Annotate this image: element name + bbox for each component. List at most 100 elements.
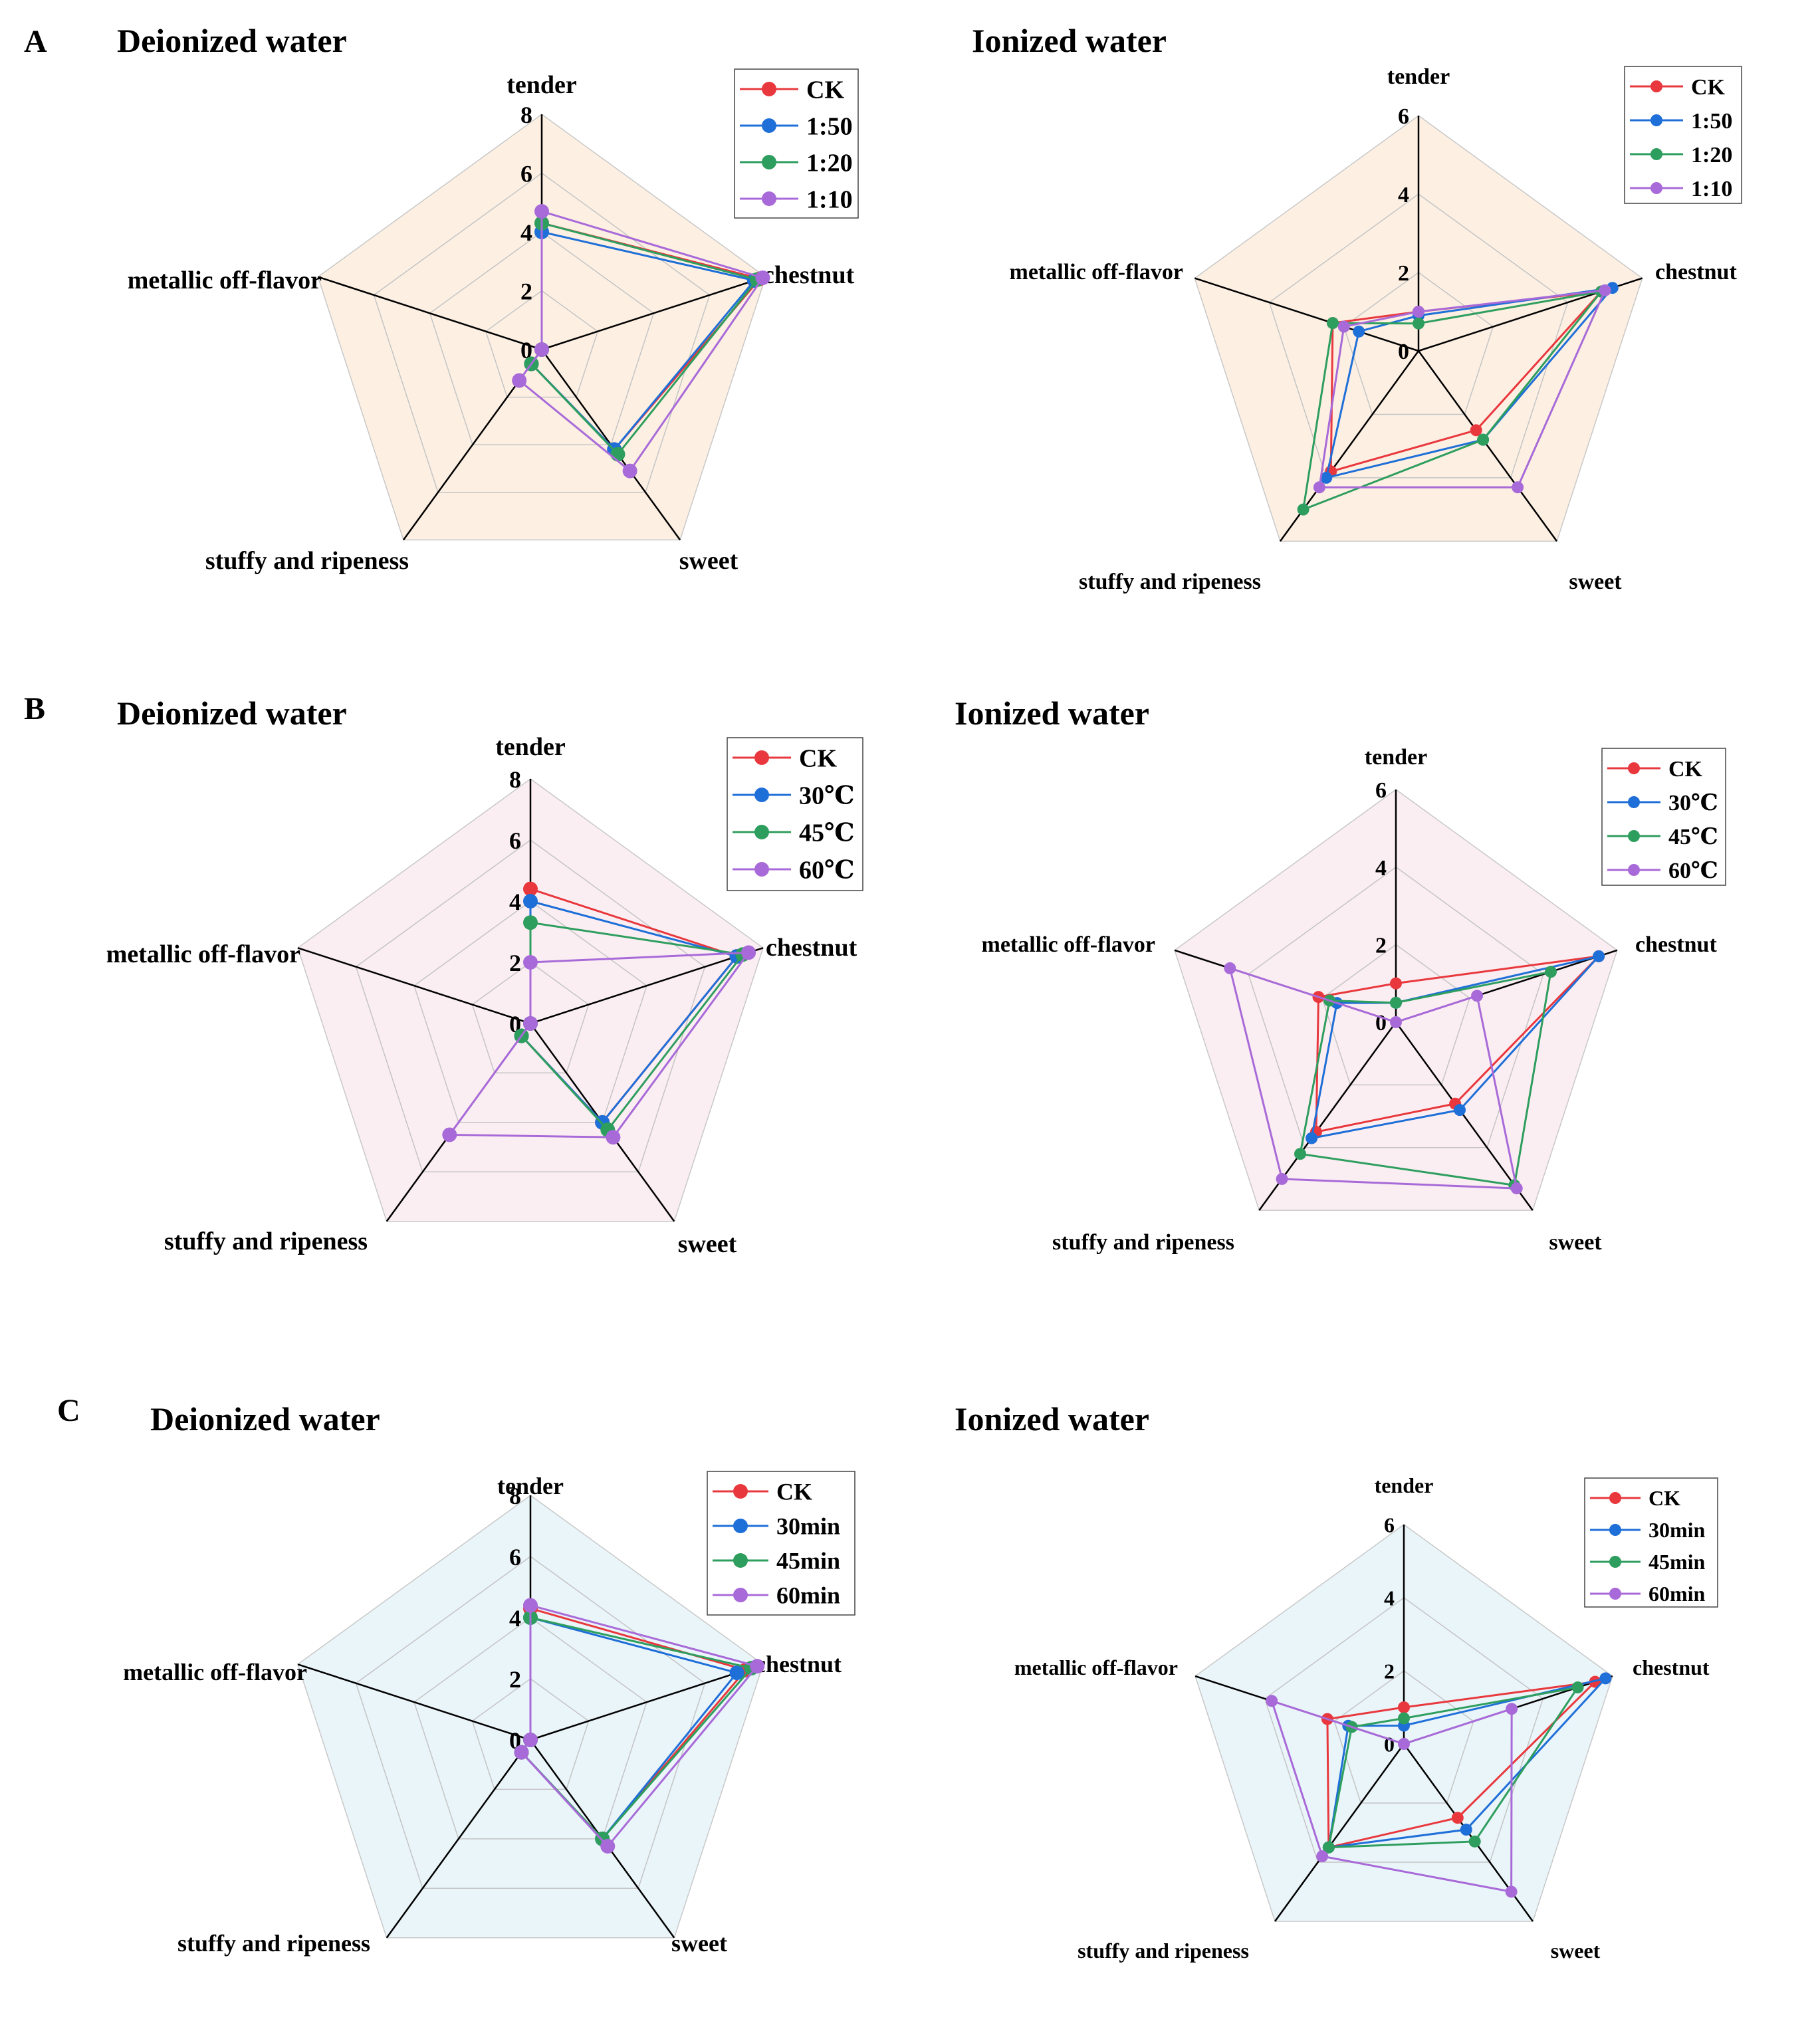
axis-label: metallic off-flavor bbox=[123, 1659, 307, 1685]
data-point bbox=[1460, 1824, 1472, 1836]
axis-label: sweet bbox=[678, 1230, 737, 1258]
data-point bbox=[1320, 471, 1333, 484]
legend-label: 60℃ bbox=[1668, 859, 1718, 883]
legend-marker bbox=[1650, 80, 1662, 92]
legend-box bbox=[707, 1471, 855, 1616]
chart-title-c-left: Deionized water bbox=[150, 1400, 380, 1438]
data-point bbox=[534, 204, 549, 219]
legend-marker bbox=[733, 1588, 748, 1602]
tick-label: 4 bbox=[1398, 183, 1409, 207]
legend-marker bbox=[1650, 182, 1662, 194]
data-point bbox=[523, 1598, 538, 1613]
axis-spoke bbox=[1395, 1021, 1534, 1211]
axis-spoke bbox=[1194, 277, 1419, 352]
axis-spoke bbox=[386, 1739, 532, 1939]
series-line bbox=[1318, 289, 1607, 488]
axis-label: sweet bbox=[1549, 1230, 1602, 1255]
axis-spoke bbox=[297, 947, 531, 1025]
legend-label: 60℃ bbox=[799, 856, 855, 884]
legend-label: 45min bbox=[776, 1548, 840, 1574]
series-line bbox=[518, 210, 764, 473]
series-3 bbox=[1266, 1695, 1518, 1898]
legend: CK 30min 45min 60min bbox=[1584, 1477, 1718, 1608]
panel-letter-B: B bbox=[24, 691, 45, 726]
legend-label: 1:10 bbox=[1691, 177, 1732, 201]
grid-ring bbox=[1248, 866, 1544, 1148]
legend-marker bbox=[733, 1519, 748, 1533]
chart-title-c-right: Ionized water bbox=[955, 1400, 1149, 1438]
series-line bbox=[1327, 1685, 1580, 1849]
data-point bbox=[600, 1839, 616, 1854]
axis-label: sweet bbox=[1551, 1939, 1601, 1963]
data-point bbox=[523, 1733, 538, 1747]
panel-letter-A: A bbox=[24, 24, 47, 59]
legend-marker bbox=[1650, 148, 1662, 160]
data-point bbox=[1398, 1712, 1410, 1725]
data-point bbox=[1506, 1703, 1518, 1715]
legend-marker bbox=[1628, 864, 1640, 876]
legend-label: 60min bbox=[1649, 1582, 1706, 1606]
axis-label: chestnut bbox=[763, 261, 855, 289]
data-point bbox=[750, 1659, 765, 1674]
axis-label: metallic off-flavor bbox=[106, 940, 300, 968]
axis-label: metallic off-flavor bbox=[1014, 1656, 1178, 1679]
legend: CK 1:50 1:20 1:10 bbox=[1624, 66, 1742, 204]
tick-label: 6 bbox=[1398, 104, 1409, 129]
axis-spoke bbox=[541, 276, 766, 351]
series-0 bbox=[1321, 1675, 1601, 1854]
data-point bbox=[1468, 1835, 1481, 1848]
series-line bbox=[1315, 954, 1602, 1134]
legend-label: 30min bbox=[1649, 1518, 1706, 1542]
data-point bbox=[1471, 990, 1484, 1002]
axis-label: stuffy and ripeness bbox=[1078, 1939, 1249, 1963]
data-point bbox=[1224, 962, 1236, 974]
data-point bbox=[1451, 1812, 1464, 1824]
legend-marker bbox=[762, 118, 776, 133]
legend-box bbox=[1624, 66, 1742, 204]
legend-marker bbox=[762, 155, 776, 169]
legend-label: 1:50 bbox=[806, 112, 853, 140]
data-point bbox=[1398, 1701, 1410, 1713]
axis-label: sweet bbox=[1569, 570, 1622, 594]
axis-label: chestnut bbox=[1635, 932, 1717, 957]
legend-marker bbox=[1650, 114, 1662, 126]
legend-marker bbox=[1609, 1524, 1621, 1536]
grid-ring bbox=[355, 1556, 706, 1889]
series-line bbox=[447, 951, 751, 1138]
grid-ring bbox=[471, 1678, 590, 1790]
data-point bbox=[1390, 977, 1402, 990]
data-point bbox=[622, 463, 637, 479]
tick-label: 8 bbox=[509, 766, 521, 793]
tick-label: 4 bbox=[1375, 856, 1387, 881]
legend-marker bbox=[754, 862, 769, 877]
axis-label: stuffy and ripeness bbox=[177, 1930, 370, 1957]
axis-label: sweet bbox=[679, 547, 739, 575]
data-point bbox=[729, 1665, 744, 1681]
data-point bbox=[523, 881, 538, 897]
axis-label: chestnut bbox=[766, 934, 857, 962]
legend-marker bbox=[1609, 1492, 1621, 1504]
data-point bbox=[1353, 325, 1365, 338]
legend-label: 1:50 bbox=[1691, 109, 1732, 134]
data-point bbox=[523, 955, 538, 970]
legend-label: CK bbox=[806, 76, 844, 104]
tick-label: 6 bbox=[1384, 1513, 1395, 1537]
tick-label: 4 bbox=[509, 1605, 521, 1632]
data-point bbox=[1413, 306, 1424, 318]
axis-label: sweet bbox=[671, 1930, 727, 1957]
data-point bbox=[1454, 1104, 1466, 1117]
legend-label: CK bbox=[1649, 1486, 1680, 1510]
chart-title-b-right: Ionized water bbox=[955, 695, 1149, 732]
legend-label: 45℃ bbox=[1668, 825, 1718, 849]
axis-label: metallic off-flavor bbox=[1010, 260, 1184, 284]
tick-label: 2 bbox=[1384, 1659, 1395, 1683]
legend-label: CK bbox=[1691, 75, 1726, 100]
data-point bbox=[523, 1016, 538, 1031]
tick-label: 0 bbox=[1384, 1733, 1395, 1757]
data-point bbox=[1313, 481, 1325, 494]
data-point bbox=[1545, 966, 1557, 978]
data-point bbox=[1316, 1850, 1329, 1863]
axis-spoke bbox=[1417, 350, 1558, 542]
